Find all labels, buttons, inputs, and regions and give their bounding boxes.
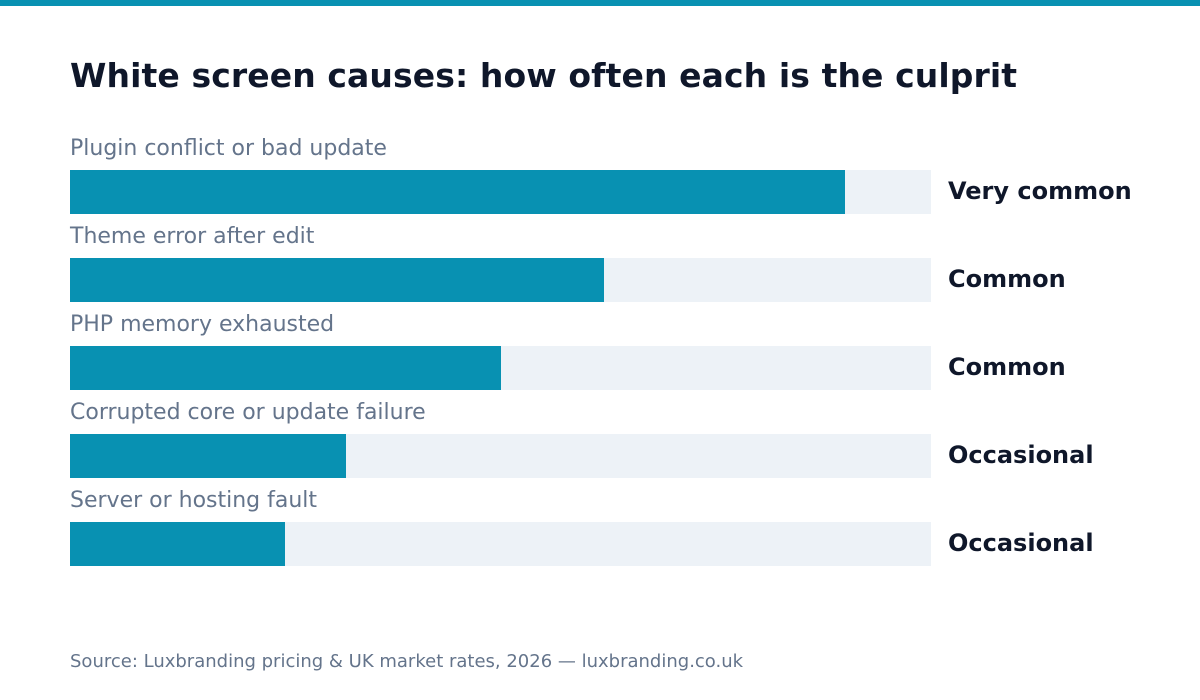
top-accent-bar <box>0 0 1200 6</box>
bar-track <box>70 170 931 214</box>
bar-track <box>70 522 931 566</box>
bar-fill <box>70 258 604 302</box>
bar-fill <box>70 170 845 214</box>
bar-label: PHP memory exhausted <box>70 312 335 337</box>
bar-fill <box>70 522 285 566</box>
bar-fill <box>70 434 346 478</box>
source-note: Source: Luxbranding pricing & UK market … <box>70 651 744 672</box>
bar-value-label: Common <box>948 265 1066 293</box>
bar-label: Theme error after edit <box>70 224 315 249</box>
bar-track <box>70 346 931 390</box>
bar-fill <box>70 346 501 390</box>
bar-value-label: Very common <box>948 177 1132 205</box>
bar-value-label: Occasional <box>948 529 1094 557</box>
bar-value-label: Occasional <box>948 441 1094 469</box>
bar-label: Server or hosting fault <box>70 488 318 513</box>
chart-title: White screen causes: how often each is t… <box>70 56 1018 95</box>
bar-value-label: Common <box>948 353 1066 381</box>
bar-label: Corrupted core or update failure <box>70 400 426 425</box>
bar-track <box>70 434 931 478</box>
bar-track <box>70 258 931 302</box>
bar-label: Plugin conflict or bad update <box>70 136 387 161</box>
